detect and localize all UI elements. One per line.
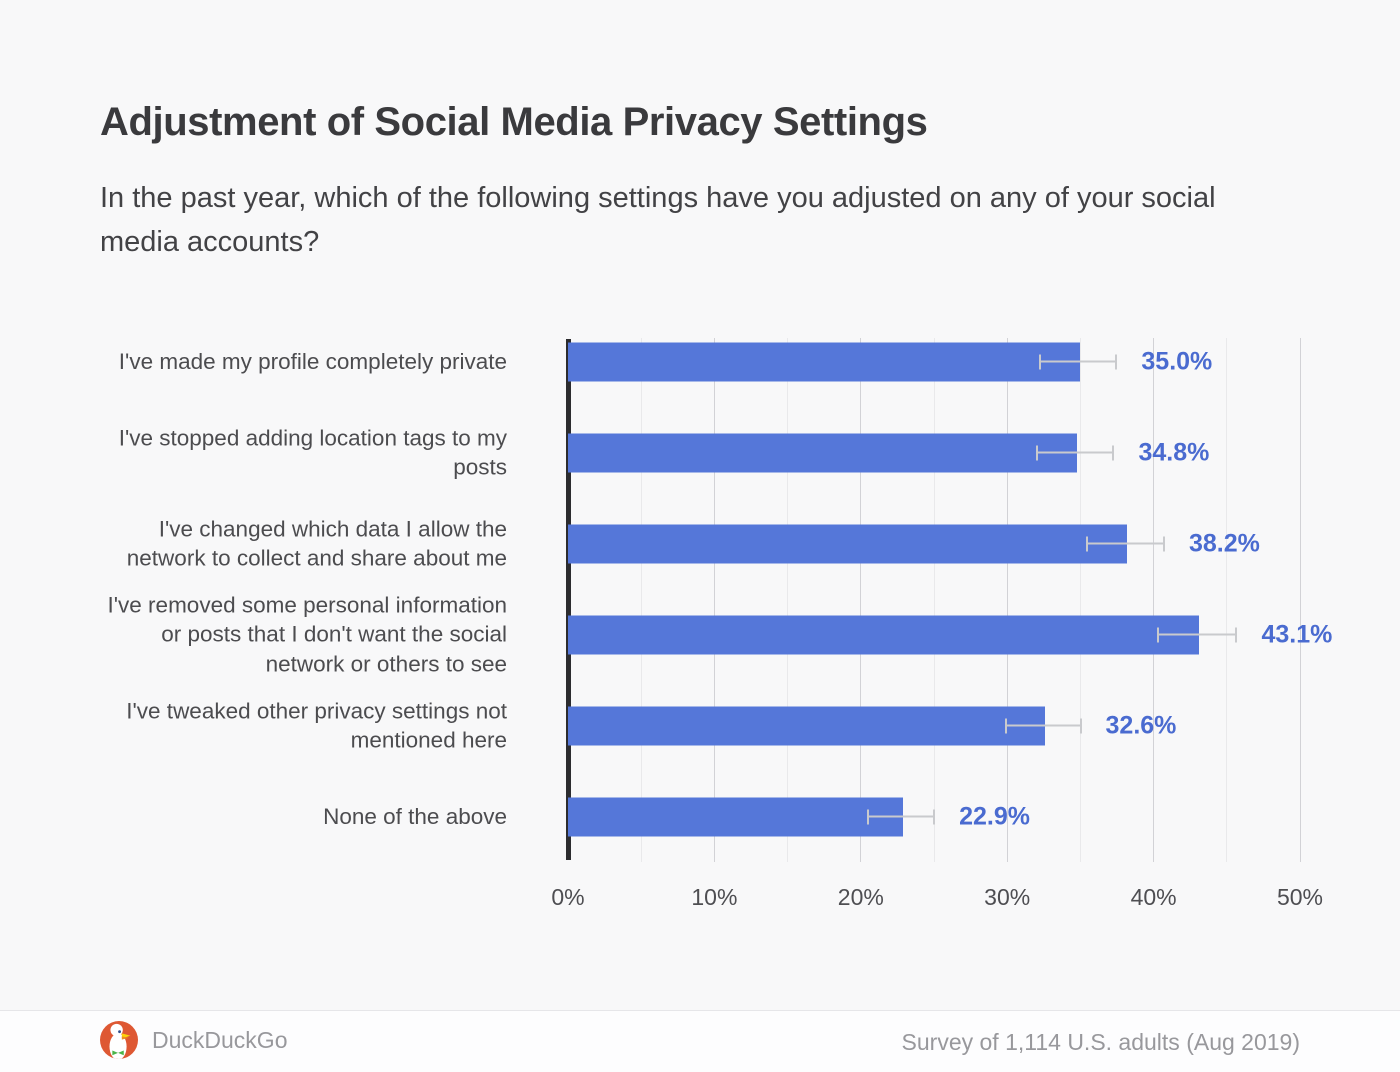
bar-row: I've removed some personal information o… bbox=[0, 589, 1400, 680]
bar-track: 32.6% bbox=[568, 680, 1400, 771]
value-label: 34.8% bbox=[1138, 438, 1210, 466]
x-tick-label: 30% bbox=[984, 884, 1031, 910]
gridline-20 bbox=[860, 338, 862, 862]
page-title: Adjustment of Social Media Privacy Setti… bbox=[100, 100, 928, 144]
value-label: 43.1% bbox=[1261, 620, 1333, 648]
brand-name: DuckDuckGo bbox=[152, 1026, 288, 1053]
gridline-15 bbox=[787, 338, 789, 862]
bar bbox=[568, 615, 1199, 654]
brand: DuckDuckGo bbox=[100, 1021, 287, 1059]
source-note: Survey of 1,114 U.S. adults (Aug 2019) bbox=[901, 1029, 1300, 1055]
bar-row: I've tweaked other privacy settings not … bbox=[0, 680, 1400, 771]
bar-track: 22.9% bbox=[568, 771, 1400, 862]
gridline-40 bbox=[1153, 338, 1155, 862]
category-label: None of the above bbox=[323, 803, 507, 829]
category-label: I've stopped adding location tags to my … bbox=[118, 424, 507, 480]
bar-row: I've stopped adding location tags to my … bbox=[0, 407, 1400, 498]
x-tick-label: 0% bbox=[551, 884, 585, 910]
y-axis-line bbox=[566, 339, 571, 860]
error-bar bbox=[1005, 718, 1082, 733]
bar-track: 35.0% bbox=[568, 316, 1400, 407]
x-tick-label: 40% bbox=[1130, 884, 1177, 910]
bar bbox=[568, 524, 1128, 563]
bar-chart: I've made my profile completely private 3… bbox=[0, 316, 1400, 862]
bar-track: 38.2% bbox=[568, 498, 1400, 589]
bar bbox=[568, 706, 1046, 745]
x-tick-label: 20% bbox=[837, 884, 884, 910]
category-label: I've tweaked other privacy settings not … bbox=[126, 697, 507, 753]
gridline-35 bbox=[1079, 338, 1081, 862]
gridline-30 bbox=[1006, 338, 1008, 862]
gridline-45 bbox=[1226, 338, 1228, 862]
duckduckgo-logo-icon bbox=[100, 1021, 138, 1059]
x-tick-label: 10% bbox=[691, 884, 738, 910]
chart-gridlines bbox=[568, 338, 1301, 862]
gridline-5 bbox=[640, 338, 642, 862]
x-axis: 0% 10% 20% 30% 40% 50% bbox=[0, 884, 1400, 914]
value-label: 38.2% bbox=[1188, 529, 1260, 557]
error-bar bbox=[1039, 354, 1118, 369]
gridline-10 bbox=[713, 338, 715, 862]
footer bbox=[0, 1010, 1400, 1072]
bar-row: I've changed which data I allow the netw… bbox=[0, 498, 1400, 589]
error-bar bbox=[1085, 536, 1165, 551]
bar-row: I've made my profile completely private 3… bbox=[0, 316, 1400, 407]
category-label: I've removed some personal information o… bbox=[107, 591, 508, 677]
bar bbox=[568, 433, 1078, 472]
bar-row: None of the above 22.9% bbox=[0, 771, 1400, 862]
value-label: 32.6% bbox=[1105, 711, 1177, 739]
category-label: I've changed which data I allow the netw… bbox=[126, 515, 507, 571]
error-bar bbox=[1036, 445, 1115, 460]
bar-track: 34.8% bbox=[568, 407, 1400, 498]
gridline-50 bbox=[1299, 338, 1301, 862]
x-tick-label: 50% bbox=[1276, 884, 1324, 910]
chart-header: Adjustment of Social Media Privacy Setti… bbox=[100, 100, 1280, 264]
page-subtitle: In the past year, which of the following… bbox=[100, 182, 1216, 258]
error-bar bbox=[1156, 627, 1238, 642]
category-label: I've made my profile completely private bbox=[118, 348, 507, 374]
error-bar bbox=[867, 809, 936, 824]
value-label: 22.9% bbox=[959, 802, 1030, 830]
bar bbox=[568, 342, 1081, 381]
value-label: 35.0% bbox=[1141, 347, 1213, 375]
bar-track: 43.1% bbox=[568, 589, 1400, 680]
bar bbox=[568, 797, 904, 836]
gridline-25 bbox=[933, 338, 935, 862]
